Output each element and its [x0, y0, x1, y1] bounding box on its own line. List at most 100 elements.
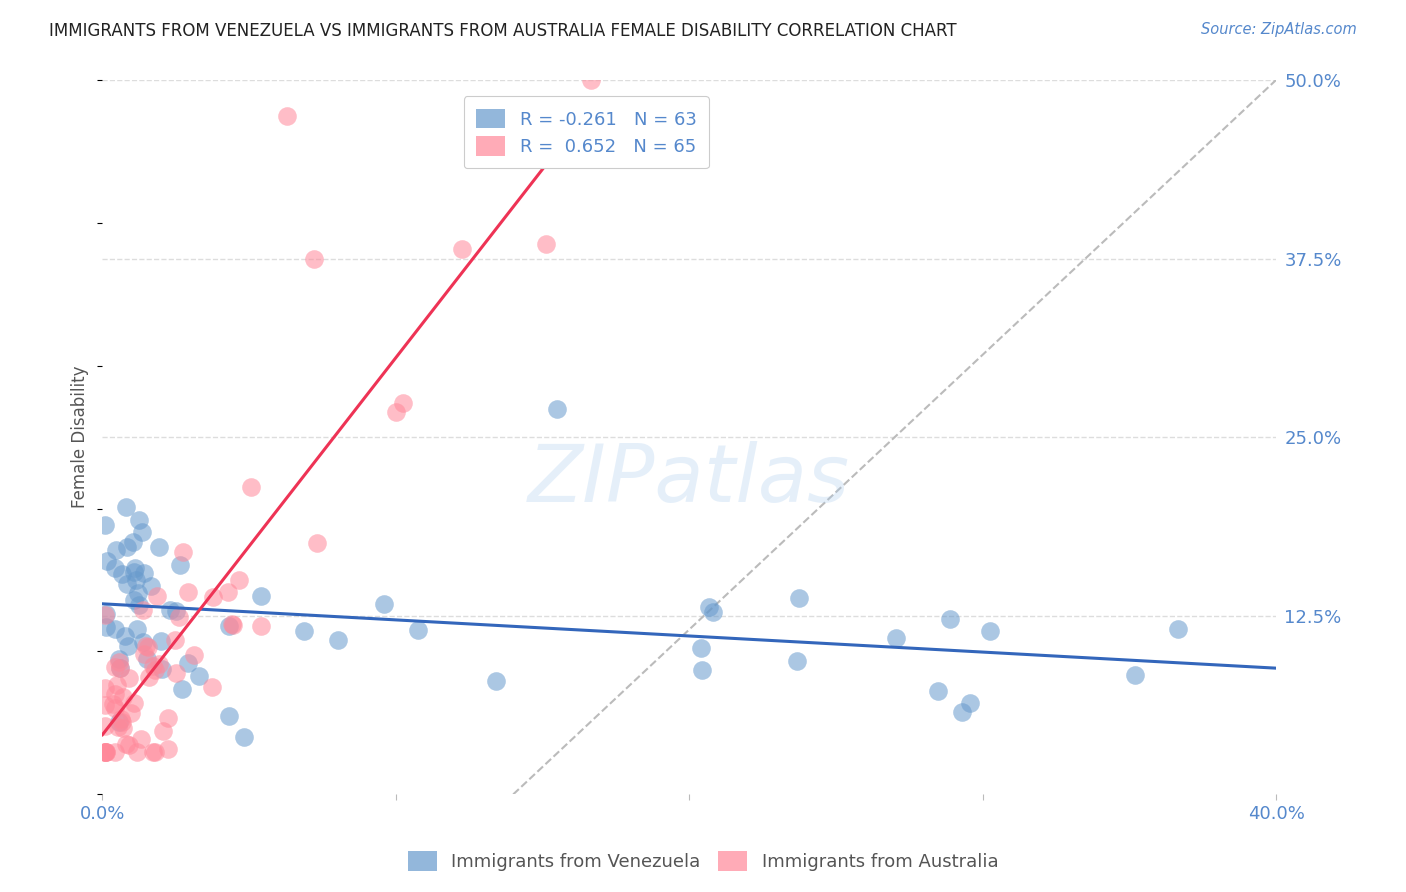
Point	[201, 680, 224, 694]
Point	[128, 599, 150, 613]
Point	[959, 696, 981, 710]
Point	[105, 678, 128, 692]
Point	[96, 607, 118, 622]
Point	[157, 742, 180, 756]
Point	[201, 591, 224, 605]
Point	[134, 566, 156, 581]
Point	[172, 545, 194, 559]
Text: ZIPatlas: ZIPatlas	[529, 441, 851, 519]
Point	[94, 744, 117, 758]
Point	[156, 711, 179, 725]
Point	[108, 714, 131, 729]
Point	[292, 624, 315, 639]
Point	[485, 674, 508, 689]
Point	[302, 252, 325, 266]
Point	[149, 634, 172, 648]
Point	[328, 632, 350, 647]
Point	[950, 705, 973, 719]
Point	[187, 668, 209, 682]
Legend: R = -0.261   N = 63, R =  0.652   N = 65: R = -0.261 N = 63, R = 0.652 N = 65	[464, 96, 709, 169]
Point	[104, 561, 127, 575]
Point	[114, 629, 136, 643]
Point	[979, 624, 1001, 638]
Point	[232, 730, 254, 744]
Y-axis label: Female Disability: Female Disability	[72, 366, 89, 508]
Point	[96, 554, 118, 568]
Point	[94, 607, 117, 622]
Point	[127, 586, 149, 600]
Point	[143, 744, 166, 758]
Point	[118, 671, 141, 685]
Point	[222, 618, 245, 632]
Point	[122, 534, 145, 549]
Point	[132, 603, 155, 617]
Point	[132, 647, 155, 661]
Point	[217, 584, 239, 599]
Point	[104, 744, 127, 758]
Point	[104, 687, 127, 701]
Point	[94, 744, 117, 758]
Point	[146, 589, 169, 603]
Point	[927, 684, 949, 698]
Point	[305, 535, 328, 549]
Point	[118, 738, 141, 752]
Point	[385, 405, 408, 419]
Point	[112, 690, 135, 704]
Point	[165, 665, 187, 680]
Point	[1167, 623, 1189, 637]
Point	[939, 612, 962, 626]
Point	[546, 401, 568, 416]
Point	[120, 706, 142, 721]
Point	[787, 591, 810, 605]
Point	[697, 599, 720, 614]
Point	[115, 737, 138, 751]
Point	[117, 639, 139, 653]
Point	[172, 681, 194, 696]
Point	[105, 543, 128, 558]
Point	[104, 659, 127, 673]
Point	[136, 652, 159, 666]
Point	[373, 597, 395, 611]
Point	[152, 723, 174, 738]
Point	[167, 610, 190, 624]
Point	[131, 524, 153, 539]
Point	[884, 632, 907, 646]
Point	[136, 640, 159, 654]
Point	[115, 576, 138, 591]
Point	[183, 648, 205, 663]
Point	[165, 633, 187, 648]
Point	[111, 567, 134, 582]
Point	[148, 657, 170, 671]
Point	[1123, 668, 1146, 682]
Point	[221, 617, 243, 632]
Point	[122, 565, 145, 579]
Point	[103, 623, 125, 637]
Point	[129, 732, 152, 747]
Point	[408, 623, 430, 637]
Text: Source: ZipAtlas.com: Source: ZipAtlas.com	[1201, 22, 1357, 37]
Point	[110, 712, 132, 726]
Point	[128, 513, 150, 527]
Point	[94, 681, 117, 695]
Point	[249, 590, 271, 604]
Point	[143, 663, 166, 677]
Point	[94, 719, 117, 733]
Point	[108, 656, 131, 670]
Point	[125, 622, 148, 636]
Point	[138, 670, 160, 684]
Point	[104, 700, 127, 714]
Point	[218, 619, 240, 633]
Point	[152, 662, 174, 676]
Point	[159, 603, 181, 617]
Point	[689, 641, 711, 656]
Point	[177, 585, 200, 599]
Point	[786, 654, 808, 668]
Point	[124, 561, 146, 575]
Point	[94, 698, 117, 713]
Point	[110, 661, 132, 675]
Point	[132, 634, 155, 648]
Point	[94, 744, 117, 758]
Point	[124, 593, 146, 607]
Point	[108, 661, 131, 675]
Point	[276, 109, 298, 123]
